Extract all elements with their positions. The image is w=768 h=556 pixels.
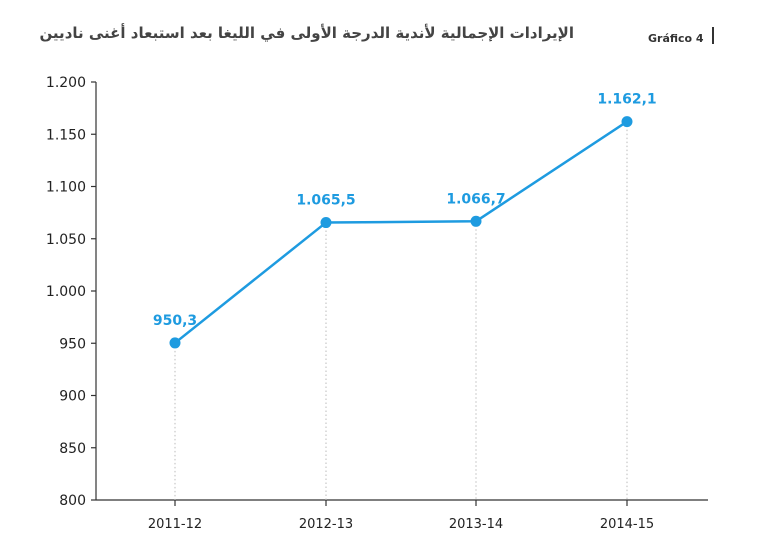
y-tick-label: 1.050 xyxy=(46,232,86,248)
y-tick-label: 900 xyxy=(59,389,86,405)
x-tick-label: 2011-12 xyxy=(148,517,202,532)
y-tick-label: 950 xyxy=(59,336,86,352)
figure-tag: Gráfico 4 xyxy=(648,32,704,45)
x-tick-label: 2012-13 xyxy=(299,517,353,532)
chart-title: الإيرادات الإجمالية لأندية الدرجة الأولى… xyxy=(39,24,574,42)
figure-tag-bar xyxy=(712,27,714,44)
data-label: 1.162,1 xyxy=(597,92,656,108)
series-line xyxy=(174,120,628,344)
y-tick-label: 800 xyxy=(59,493,86,509)
data-point xyxy=(169,337,181,349)
data-label: 1.065,5 xyxy=(296,193,355,209)
data-label: 950,3 xyxy=(153,313,197,329)
y-tick-label: 1.100 xyxy=(46,180,86,196)
data-point xyxy=(621,116,633,128)
data-point xyxy=(320,217,332,229)
x-tick-label: 2014-15 xyxy=(600,517,654,532)
data-label: 1.066,7 xyxy=(446,191,505,207)
y-tick-label: 850 xyxy=(59,441,86,457)
x-tick-label: 2013-14 xyxy=(449,517,503,532)
y-tick-label: 1.200 xyxy=(46,75,86,91)
y-tick-label: 1.150 xyxy=(46,127,86,143)
data-point xyxy=(470,215,482,227)
y-tick-label: 1.000 xyxy=(46,284,86,300)
